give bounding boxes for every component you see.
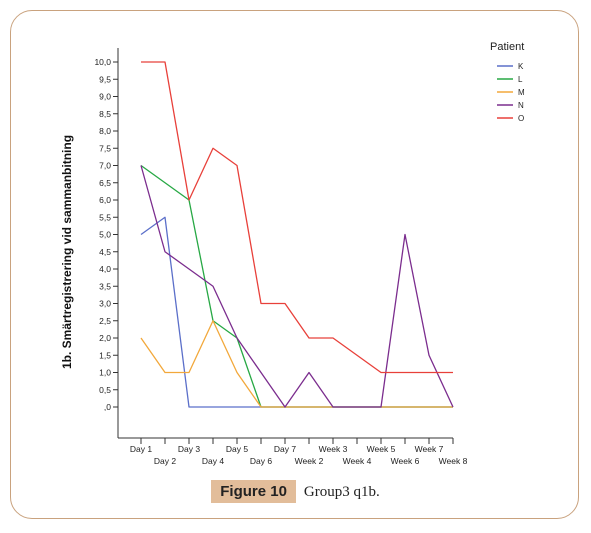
- y-tick-label: 0,5: [99, 385, 111, 395]
- figure-frame: [10, 10, 579, 519]
- x-tick-label: Day 3: [178, 444, 200, 454]
- y-tick-label: 9,5: [99, 74, 111, 84]
- y-tick-label: 7,5: [99, 143, 111, 153]
- y-tick-label: 4,5: [99, 247, 111, 257]
- series-line-n: [140, 165, 454, 408]
- y-tick-label: 5,5: [99, 212, 111, 222]
- legend-title: Patient: [490, 41, 524, 53]
- series-line-l: [140, 164, 453, 408]
- y-axis-label: 1b. Smärtregistrering vid sammanbitning: [60, 135, 74, 369]
- y-tick-label: 10,0: [94, 57, 111, 67]
- series-line-o: [141, 61, 453, 374]
- y-tick-label: 7,0: [99, 161, 111, 171]
- y-tick-label: 6,5: [99, 178, 111, 188]
- legend-label-n: N: [518, 101, 524, 110]
- x-tick-label: Week 5: [367, 444, 396, 454]
- x-tick-label: Day 2: [154, 456, 176, 466]
- x-tick-label: Week 6: [391, 456, 420, 466]
- y-tick-label: 1,5: [99, 350, 111, 360]
- x-tick-label: Week 3: [319, 444, 348, 454]
- figure-caption: Figure 10 Group3 q1b.: [0, 480, 591, 503]
- y-tick-label: 2,5: [99, 316, 111, 326]
- series-layer: [140, 61, 454, 408]
- caption-text: Group3 q1b.: [303, 484, 380, 500]
- x-tick-label: Day 5: [226, 444, 248, 454]
- y-tick-label: 5,0: [99, 230, 111, 240]
- y-tick-label: 9,0: [99, 92, 111, 102]
- series-line-k: [140, 216, 453, 408]
- legend-label-k: K: [518, 62, 524, 71]
- x-tick-label: Day 7: [274, 444, 296, 454]
- legend-label-l: L: [518, 75, 523, 84]
- x-tick-label: Week 2: [295, 456, 324, 466]
- y-tick-label: 2,0: [99, 333, 111, 343]
- x-tick-label: Day 6: [250, 456, 272, 466]
- y-tick-label: 1,0: [99, 368, 111, 378]
- y-tick-label: 3,0: [99, 299, 111, 309]
- x-tick-label: Week 7: [415, 444, 444, 454]
- y-axis: ,0 0,5 1,0 1,5 2,0 2,5 3,0 3,5 4,0 4,5 5,0 5,5 6,0 6,…: [94, 48, 119, 438]
- legend-label-o: O: [518, 114, 524, 123]
- figure-label: Figure 10: [211, 480, 296, 503]
- legend-label-m: M: [518, 88, 525, 97]
- x-tick-label: Day 1: [130, 444, 152, 454]
- y-tick-label: 4,0: [99, 264, 111, 274]
- x-tick-label: Day 4: [202, 456, 224, 466]
- y-tick-label: 3,5: [99, 281, 111, 291]
- x-tick-label: Week 8: [439, 456, 468, 466]
- y-tick-label: 8,5: [99, 109, 111, 119]
- x-tick-label: Week 4: [343, 456, 372, 466]
- y-tick-label: 8,0: [99, 126, 111, 136]
- series-line-m: [140, 320, 453, 408]
- y-tick-label: ,0: [104, 402, 111, 412]
- y-tick-label: 6,0: [99, 195, 111, 205]
